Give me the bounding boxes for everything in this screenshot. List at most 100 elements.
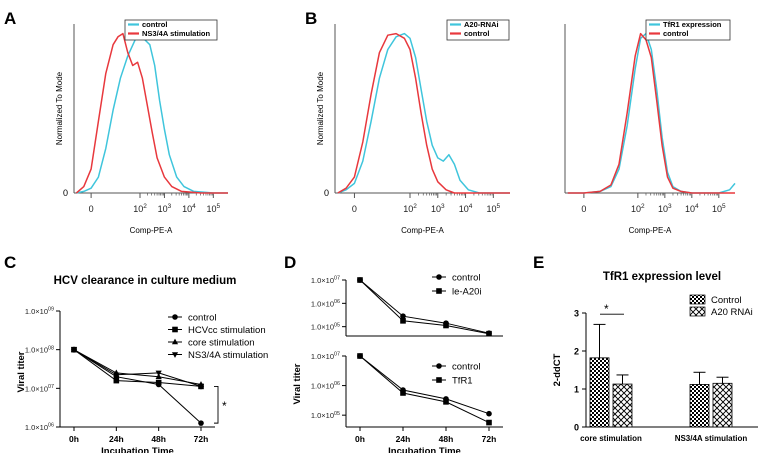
y-tick-label: 1.0×1006: [311, 381, 340, 390]
legend-marker: [436, 363, 442, 369]
x-tick-label-exponent: 2: [641, 203, 645, 210]
x-tick-label-base: 0: [89, 204, 94, 214]
y-tick-label-base: 1.0×10: [25, 423, 48, 432]
x-tick-label: 105: [487, 203, 501, 214]
data-point-le-a20i: [357, 277, 363, 283]
x-tick-label-exponent: 3: [441, 203, 445, 210]
y-tick-label-exponent: 09: [48, 307, 54, 313]
x-tick-label-base: 10: [658, 204, 668, 214]
y-tick-label-exponent: 06: [48, 423, 54, 429]
x-tick-label-base: 10: [182, 204, 192, 214]
y-tick-label: 1.0×1008: [25, 345, 54, 354]
legend-label: control: [142, 20, 167, 29]
x-tick-label: 102: [403, 203, 417, 214]
x-tick-label: 102: [631, 203, 645, 214]
y-tick-label-exponent: 07: [334, 276, 340, 282]
legend-label: control: [464, 29, 489, 38]
series-line-control: [359, 355, 490, 415]
data-point-tfr1: [443, 399, 449, 405]
y-tick-label: 1.0×1005: [311, 322, 340, 331]
y-tick-label-base: 1.0×10: [311, 276, 334, 285]
y-tick-label-exponent: 05: [334, 411, 340, 417]
bar-a20-rnai: [612, 383, 633, 428]
y-axis-label: Normalized To Mode: [55, 71, 64, 145]
legend-marker: [436, 274, 442, 280]
x-tick-label-exponent: 5: [722, 203, 726, 210]
x-tick-label-exponent: 5: [497, 203, 501, 210]
legend-label: NS3/4A stimulation: [142, 29, 210, 38]
data-point-le-a20i: [400, 318, 406, 324]
legend-box: [446, 19, 510, 41]
legend-label: TfR1: [452, 376, 473, 387]
x-axis-label: Incubation Time: [388, 446, 461, 453]
x-axis-label: Comp-PE-A: [629, 226, 672, 235]
x-tick-label-exponent: 3: [668, 203, 672, 210]
panel-label-b: B: [305, 9, 317, 28]
x-tick-label: 102: [133, 203, 147, 214]
x-axis-label: Incubation Time: [101, 446, 174, 453]
data-point-tfr1: [357, 353, 363, 359]
legend-marker: [436, 288, 442, 294]
legend-swatch: [689, 294, 706, 305]
x-tick-label: 48h: [439, 434, 454, 444]
legend-box: [124, 19, 218, 41]
panel-label-d: D: [284, 253, 296, 272]
x-tick-label: 0: [89, 204, 94, 214]
legend-swatch: [689, 306, 706, 317]
legend-label: A20-RNAi: [464, 20, 499, 29]
x-tick-label-base: 0: [352, 204, 357, 214]
x-tick-label-base: 10: [487, 204, 497, 214]
legend-label: NS3/4A stimulation: [188, 350, 268, 361]
legend-marker: [171, 338, 179, 345]
y-tick-label-exponent: 07: [48, 384, 54, 390]
histogram-line-ns3-4a-stimulation: [75, 32, 228, 194]
legend-label: Control: [711, 295, 742, 306]
x-tick-label: 0h: [355, 434, 365, 444]
x-tick-label: 72h: [482, 434, 497, 444]
y-tick-label: 1.0×1005: [311, 411, 340, 420]
data-point-control: [400, 313, 406, 319]
x-tick-label: 104: [459, 203, 473, 214]
y-tick-label-exponent: 07: [334, 352, 340, 358]
histogram-line-control: [567, 32, 735, 194]
x-tick-label-exponent: 4: [192, 203, 196, 210]
y-tick-label: 1.0×1009: [25, 307, 54, 316]
legend-label: core stimulation: [188, 338, 255, 349]
bar-control: [589, 357, 610, 428]
x-tick-label: 103: [431, 203, 445, 214]
x-tick-label-base: 10: [158, 204, 168, 214]
x-tick-label: 104: [685, 203, 699, 214]
y-tick-label: 0: [324, 188, 329, 198]
y-tick-label: 1.0×1007: [311, 276, 340, 285]
series-line-ns3-4a-stimulation: [73, 349, 202, 387]
legend-marker: [172, 326, 178, 333]
x-tick-label-base: 10: [207, 204, 217, 214]
x-tick-label-base: 10: [631, 204, 641, 214]
y-tick-label-base: 1.0×10: [311, 382, 334, 391]
y-tick-label: 2: [574, 347, 579, 357]
x-tick-label-base: 10: [133, 204, 143, 214]
x-tick-label-base: 10: [685, 204, 695, 214]
y-tick-label: 1.0×1007: [25, 384, 54, 393]
x-tick-label-exponent: 5: [217, 203, 221, 210]
legend-label: control: [452, 362, 481, 373]
significance-star: *: [222, 399, 227, 413]
panel-label-c: C: [4, 253, 16, 272]
series-line-hcvcc-stimulation: [73, 349, 202, 387]
data-point-tfr1: [400, 390, 406, 396]
series-line-control: [73, 349, 202, 424]
legend-label: TfR1 expression: [663, 20, 722, 29]
y-tick-label: 1.0×1006: [311, 299, 340, 308]
bar-control: [689, 384, 710, 428]
y-tick-label: 1: [574, 385, 579, 395]
data-point-ns3-4a-stimulation: [113, 372, 120, 379]
x-tick-label-exponent: 3: [168, 203, 172, 210]
y-axis-label: 2-ddCT: [552, 353, 563, 386]
series-line-le-a20i: [359, 279, 490, 335]
x-tick-label: 24h: [109, 434, 124, 444]
legend-box: [645, 19, 731, 41]
